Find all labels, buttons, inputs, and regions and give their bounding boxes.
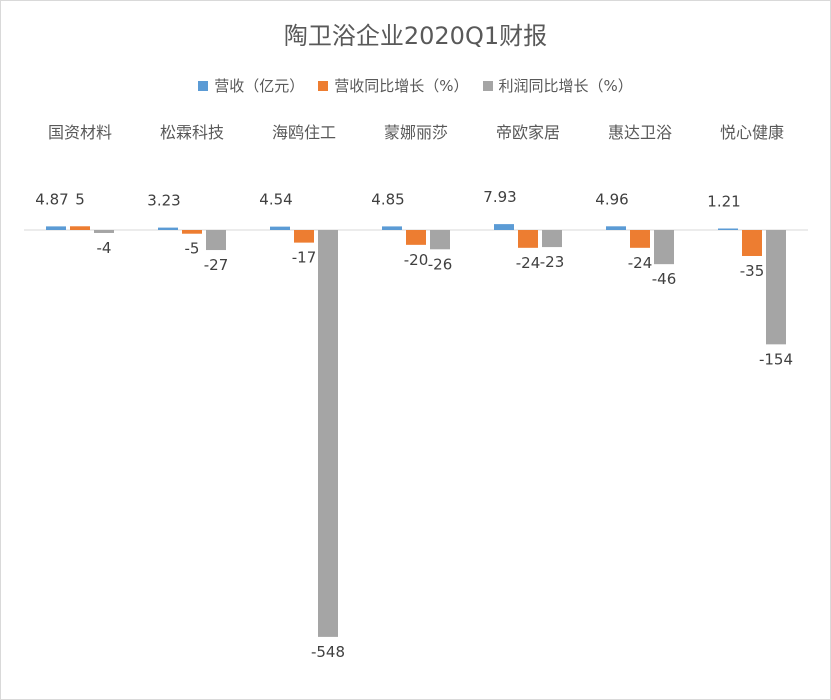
legend: 营收（亿元） 营收同比增长（%） 利润同比增长（%）: [0, 75, 831, 96]
category-label: 悦心健康: [720, 123, 784, 142]
category-label: 海鸥住工: [272, 123, 336, 142]
bar-series-2: [542, 230, 562, 248]
chart-title: 陶卫浴企业2020Q1财报: [283, 22, 548, 50]
data-label: -26: [428, 255, 453, 273]
data-label: 1.21: [707, 193, 740, 211]
legend-swatch-profit-growth: [482, 80, 493, 91]
legend-item-revenue: 营收（亿元）: [198, 75, 304, 96]
legend-swatch-revenue-growth: [318, 80, 329, 91]
legend-swatch-revenue: [198, 80, 209, 91]
bar-series-2: [430, 230, 450, 250]
bar-series-0: [494, 224, 514, 230]
legend-label-revenue: 营收（亿元）: [214, 77, 305, 95]
data-label: 4.85: [371, 190, 404, 208]
legend-label-profit-growth: 利润同比增长（%）: [498, 77, 633, 95]
data-label: -20: [404, 251, 429, 269]
data-label: 4.54: [259, 191, 292, 209]
data-label: -4: [97, 239, 112, 257]
data-label: -548: [311, 643, 345, 661]
legend-item-revenue-growth: 营收同比增长（%）: [318, 75, 469, 96]
data-label: 3.23: [147, 192, 180, 210]
data-label: -24: [516, 254, 541, 272]
bar-series-0: [158, 227, 178, 230]
category-label: 松霖科技: [160, 123, 224, 142]
legend-label-revenue-growth: 营收同比增长（%）: [334, 77, 469, 95]
bar-series-0: [382, 226, 402, 230]
bar-series-1: [70, 226, 90, 230]
data-label: -154: [759, 350, 793, 368]
bar-series-1: [406, 230, 426, 245]
bar-series-2: [94, 230, 114, 233]
category-label: 国资材料: [48, 123, 112, 142]
data-label: -23: [540, 253, 565, 271]
data-label: -35: [740, 262, 765, 280]
bar-series-2: [654, 230, 674, 265]
bar-series-0: [46, 226, 66, 230]
bar-series-0: [270, 226, 290, 230]
bar-series-0: [606, 226, 626, 230]
category-label: 蒙娜丽莎: [384, 123, 448, 142]
bar-series-1: [294, 230, 314, 243]
bar-series-2: [206, 230, 226, 251]
data-label: -46: [652, 270, 677, 288]
category-label: 帝欧家居: [496, 123, 560, 142]
bar-series-2: [318, 230, 338, 637]
bar-series-2: [766, 230, 786, 345]
data-label: -24: [628, 254, 653, 272]
data-label: 5: [75, 190, 85, 208]
data-label: 4.96: [595, 190, 628, 208]
data-label: -27: [204, 256, 229, 274]
bar-series-1: [518, 230, 538, 248]
data-label: -17: [292, 249, 317, 267]
category-label: 惠达卫浴: [608, 123, 672, 142]
bar-series-1: [742, 230, 762, 256]
bar-series-1: [182, 230, 202, 234]
data-label: 7.93: [483, 188, 516, 206]
data-label: 4.87: [35, 190, 68, 208]
data-label: -5: [185, 240, 200, 258]
bar-series-0: [718, 228, 738, 230]
legend-item-profit-growth: 利润同比增长（%）: [482, 75, 633, 96]
bar-series-1: [630, 230, 650, 248]
